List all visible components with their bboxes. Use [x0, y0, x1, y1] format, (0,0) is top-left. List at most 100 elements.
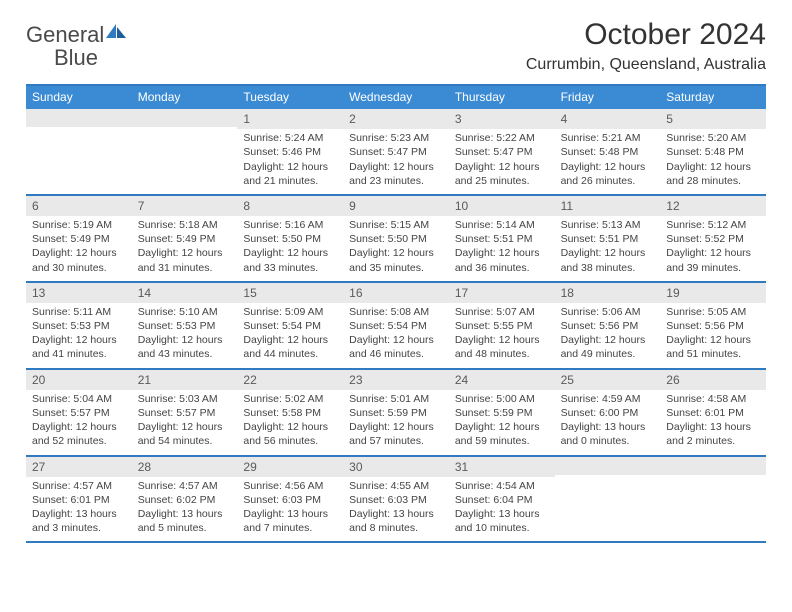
weekday-header: Tuesday [237, 86, 343, 109]
daylight-text: Daylight: 13 hours and 7 minutes. [243, 507, 337, 535]
logo-text: General Blue [26, 24, 128, 70]
week-separator [26, 541, 766, 543]
day-cell: 11Sunrise: 5:13 AMSunset: 5:51 PMDayligh… [555, 196, 661, 279]
day-details: Sunrise: 4:57 AMSunset: 6:02 PMDaylight:… [132, 477, 238, 540]
day-details: Sunrise: 5:03 AMSunset: 5:57 PMDaylight:… [132, 390, 238, 453]
daylight-text: Daylight: 12 hours and 36 minutes. [455, 246, 549, 274]
day-number: 26 [660, 370, 766, 390]
sunset-text: Sunset: 6:02 PM [138, 493, 232, 507]
day-details: Sunrise: 5:23 AMSunset: 5:47 PMDaylight:… [343, 129, 449, 192]
daylight-text: Daylight: 12 hours and 54 minutes. [138, 420, 232, 448]
daylight-text: Daylight: 12 hours and 59 minutes. [455, 420, 549, 448]
day-cell [132, 109, 238, 192]
day-number: 30 [343, 457, 449, 477]
day-details: Sunrise: 5:06 AMSunset: 5:56 PMDaylight:… [555, 303, 661, 366]
sunrise-text: Sunrise: 5:08 AM [349, 305, 443, 319]
sunrise-text: Sunrise: 5:07 AM [455, 305, 549, 319]
day-details: Sunrise: 5:15 AMSunset: 5:50 PMDaylight:… [343, 216, 449, 279]
day-cell: 22Sunrise: 5:02 AMSunset: 5:58 PMDayligh… [237, 370, 343, 453]
day-number: 19 [660, 283, 766, 303]
day-number: 2 [343, 109, 449, 129]
sunrise-text: Sunrise: 5:00 AM [455, 392, 549, 406]
day-details: Sunrise: 5:11 AMSunset: 5:53 PMDaylight:… [26, 303, 132, 366]
sunset-text: Sunset: 6:03 PM [243, 493, 337, 507]
day-cell: 3Sunrise: 5:22 AMSunset: 5:47 PMDaylight… [449, 109, 555, 192]
sunset-text: Sunset: 5:48 PM [666, 145, 760, 159]
weekday-header: Thursday [449, 86, 555, 109]
day-number: 27 [26, 457, 132, 477]
daylight-text: Daylight: 12 hours and 43 minutes. [138, 333, 232, 361]
day-details: Sunrise: 5:14 AMSunset: 5:51 PMDaylight:… [449, 216, 555, 279]
sunrise-text: Sunrise: 5:04 AM [32, 392, 126, 406]
day-cell: 2Sunrise: 5:23 AMSunset: 5:47 PMDaylight… [343, 109, 449, 192]
day-cell: 30Sunrise: 4:55 AMSunset: 6:03 PMDayligh… [343, 457, 449, 540]
day-cell: 23Sunrise: 5:01 AMSunset: 5:59 PMDayligh… [343, 370, 449, 453]
calendar-grid: Sunday Monday Tuesday Wednesday Thursday… [26, 84, 766, 543]
sunrise-text: Sunrise: 5:10 AM [138, 305, 232, 319]
day-cell: 8Sunrise: 5:16 AMSunset: 5:50 PMDaylight… [237, 196, 343, 279]
day-details: Sunrise: 5:10 AMSunset: 5:53 PMDaylight:… [132, 303, 238, 366]
sunrise-text: Sunrise: 5:06 AM [561, 305, 655, 319]
daylight-text: Daylight: 12 hours and 35 minutes. [349, 246, 443, 274]
daylight-text: Daylight: 12 hours and 52 minutes. [32, 420, 126, 448]
sunrise-text: Sunrise: 4:54 AM [455, 479, 549, 493]
day-cell: 17Sunrise: 5:07 AMSunset: 5:55 PMDayligh… [449, 283, 555, 366]
day-details: Sunrise: 4:54 AMSunset: 6:04 PMDaylight:… [449, 477, 555, 540]
day-cell [660, 457, 766, 540]
sunset-text: Sunset: 6:01 PM [32, 493, 126, 507]
weekday-header: Sunday [26, 86, 132, 109]
sunset-text: Sunset: 5:47 PM [349, 145, 443, 159]
day-number: 15 [237, 283, 343, 303]
sunset-text: Sunset: 5:57 PM [138, 406, 232, 420]
daylight-text: Daylight: 12 hours and 41 minutes. [32, 333, 126, 361]
day-number [26, 109, 132, 127]
day-number: 5 [660, 109, 766, 129]
daylight-text: Daylight: 12 hours and 51 minutes. [666, 333, 760, 361]
sunrise-text: Sunrise: 5:03 AM [138, 392, 232, 406]
sunrise-text: Sunrise: 4:59 AM [561, 392, 655, 406]
day-cell: 21Sunrise: 5:03 AMSunset: 5:57 PMDayligh… [132, 370, 238, 453]
day-cell: 19Sunrise: 5:05 AMSunset: 5:56 PMDayligh… [660, 283, 766, 366]
sunrise-text: Sunrise: 4:57 AM [32, 479, 126, 493]
day-details: Sunrise: 4:56 AMSunset: 6:03 PMDaylight:… [237, 477, 343, 540]
sunrise-text: Sunrise: 4:56 AM [243, 479, 337, 493]
day-details: Sunrise: 5:18 AMSunset: 5:49 PMDaylight:… [132, 216, 238, 279]
day-number: 20 [26, 370, 132, 390]
day-number: 1 [237, 109, 343, 129]
day-number [555, 457, 661, 475]
sunset-text: Sunset: 5:59 PM [455, 406, 549, 420]
sunrise-text: Sunrise: 5:12 AM [666, 218, 760, 232]
day-number: 3 [449, 109, 555, 129]
day-number: 8 [237, 196, 343, 216]
day-cell: 13Sunrise: 5:11 AMSunset: 5:53 PMDayligh… [26, 283, 132, 366]
day-cell: 29Sunrise: 4:56 AMSunset: 6:03 PMDayligh… [237, 457, 343, 540]
daylight-text: Daylight: 12 hours and 48 minutes. [455, 333, 549, 361]
day-cell: 7Sunrise: 5:18 AMSunset: 5:49 PMDaylight… [132, 196, 238, 279]
sunset-text: Sunset: 5:48 PM [561, 145, 655, 159]
day-number: 28 [132, 457, 238, 477]
sunset-text: Sunset: 5:54 PM [243, 319, 337, 333]
sunset-text: Sunset: 5:58 PM [243, 406, 337, 420]
day-cell [26, 109, 132, 192]
day-cell: 24Sunrise: 5:00 AMSunset: 5:59 PMDayligh… [449, 370, 555, 453]
day-details: Sunrise: 5:12 AMSunset: 5:52 PMDaylight:… [660, 216, 766, 279]
day-details: Sunrise: 4:59 AMSunset: 6:00 PMDaylight:… [555, 390, 661, 453]
logo-word-general: General [26, 22, 104, 47]
page-header: General Blue October 2024 Currumbin, Que… [26, 18, 766, 74]
day-cell: 14Sunrise: 5:10 AMSunset: 5:53 PMDayligh… [132, 283, 238, 366]
sunrise-text: Sunrise: 5:13 AM [561, 218, 655, 232]
day-cell: 31Sunrise: 4:54 AMSunset: 6:04 PMDayligh… [449, 457, 555, 540]
day-details: Sunrise: 5:16 AMSunset: 5:50 PMDaylight:… [237, 216, 343, 279]
day-number [660, 457, 766, 475]
sunset-text: Sunset: 5:57 PM [32, 406, 126, 420]
daylight-text: Daylight: 12 hours and 21 minutes. [243, 160, 337, 188]
sunset-text: Sunset: 5:50 PM [349, 232, 443, 246]
day-details: Sunrise: 5:00 AMSunset: 5:59 PMDaylight:… [449, 390, 555, 453]
daylight-text: Daylight: 12 hours and 46 minutes. [349, 333, 443, 361]
daylight-text: Daylight: 13 hours and 10 minutes. [455, 507, 549, 535]
sunrise-text: Sunrise: 5:18 AM [138, 218, 232, 232]
title-block: October 2024 Currumbin, Queensland, Aust… [526, 18, 766, 74]
sunrise-text: Sunrise: 5:16 AM [243, 218, 337, 232]
day-details: Sunrise: 5:22 AMSunset: 5:47 PMDaylight:… [449, 129, 555, 192]
daylight-text: Daylight: 13 hours and 2 minutes. [666, 420, 760, 448]
